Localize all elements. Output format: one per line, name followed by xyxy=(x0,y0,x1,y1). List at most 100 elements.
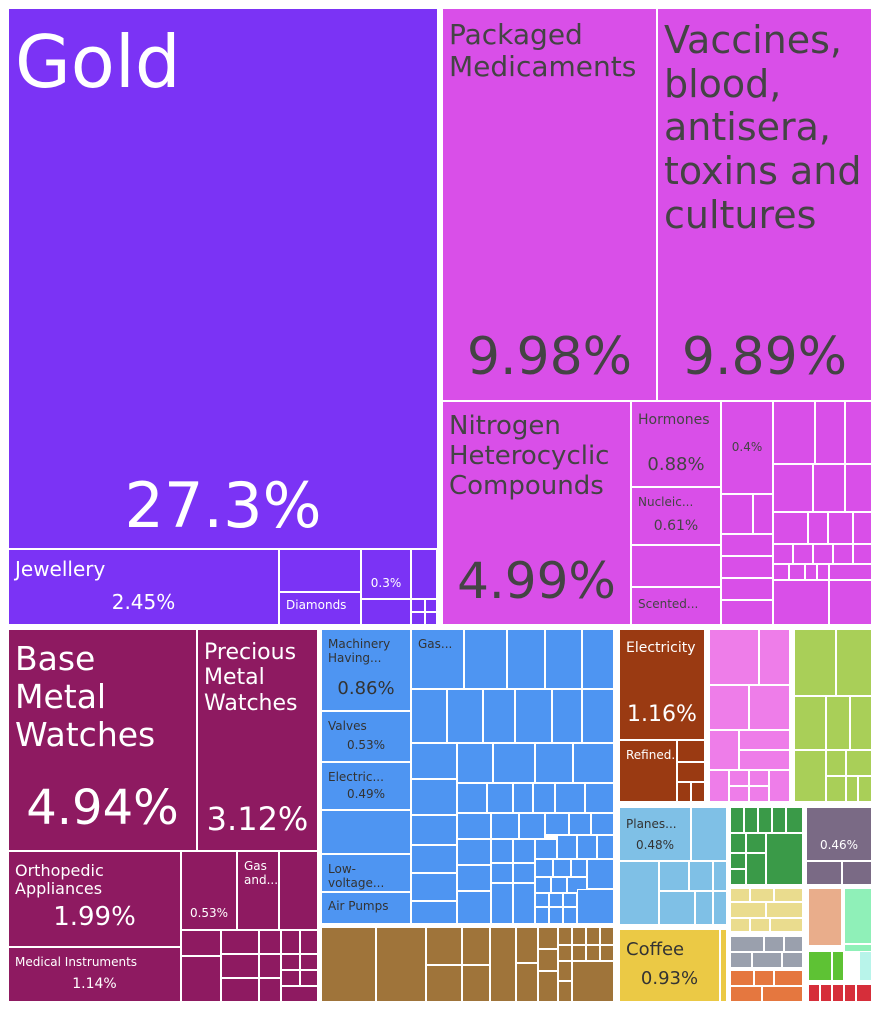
treemap-tile xyxy=(773,512,808,544)
treemap-tile xyxy=(181,956,221,1002)
treemap-tile xyxy=(774,970,803,986)
treemap-tile xyxy=(535,839,557,859)
treemap-tile xyxy=(447,689,483,743)
treemap-tile xyxy=(551,877,567,893)
treemap-tile xyxy=(789,564,805,580)
treemap-tile xyxy=(259,978,281,1002)
treemap-tile: Nitrogen Heterocyclic Compounds 4.99% xyxy=(442,401,631,625)
treemap-tile xyxy=(709,629,759,685)
treemap-tile xyxy=(729,786,749,802)
tile-share: 0.46% xyxy=(819,838,859,852)
treemap-tile xyxy=(858,776,872,802)
treemap-tile xyxy=(462,927,490,965)
treemap-tile xyxy=(491,813,519,839)
treemap-tile: Hormones 0.88% xyxy=(631,401,721,487)
treemap-tile xyxy=(836,629,872,696)
treemap-tile xyxy=(571,859,587,877)
treemap-tile xyxy=(558,927,572,945)
treemap-tile xyxy=(457,813,491,839)
treemap-tile xyxy=(759,629,790,685)
tile-share: 0.86% xyxy=(337,678,395,699)
treemap-tile xyxy=(425,612,437,625)
tile-label: Gold xyxy=(15,20,181,104)
treemap-tile xyxy=(549,893,563,907)
treemap-tile xyxy=(577,835,597,859)
tile-label: Machinery Having... xyxy=(328,637,391,665)
treemap-tile: Medical Instruments 1.14% xyxy=(8,947,181,1002)
treemap-tile xyxy=(411,901,457,924)
treemap-tile xyxy=(659,861,689,891)
treemap-tile xyxy=(321,810,411,854)
treemap-tile xyxy=(677,782,691,802)
treemap-tile xyxy=(730,936,764,952)
treemap-tile xyxy=(659,891,695,925)
treemap-tile xyxy=(535,893,549,907)
treemap-tile xyxy=(586,927,600,945)
treemap-tile: Base Metal Watches 4.94% xyxy=(8,629,197,851)
treemap-tile: Planes... 0.48% xyxy=(619,807,691,861)
treemap-tile xyxy=(764,936,784,952)
treemap-tile xyxy=(833,544,853,564)
treemap-tile xyxy=(491,863,513,883)
treemap-tile xyxy=(221,930,259,954)
tile-label: Electric... xyxy=(328,770,384,784)
treemap-tile xyxy=(221,978,259,1002)
treemap-tile xyxy=(535,907,549,924)
treemap-tile xyxy=(713,861,727,891)
treemap-tile xyxy=(730,869,746,885)
tile-share: 0.3% xyxy=(370,576,402,590)
tile-label: Vaccines, blood, antisera, toxins and cu… xyxy=(664,18,862,237)
treemap-tile xyxy=(853,512,872,544)
tile-label: Gas... xyxy=(418,637,453,651)
treemap-tile xyxy=(746,833,766,853)
tile-share: 9.98% xyxy=(466,327,633,387)
treemap-tile xyxy=(573,743,614,783)
treemap-tile xyxy=(507,629,545,689)
treemap-tile xyxy=(300,970,318,986)
treemap-tile xyxy=(721,556,773,578)
treemap-tile xyxy=(582,629,614,689)
treemap-tile xyxy=(411,612,425,625)
treemap-tile xyxy=(859,951,872,981)
treemap-tile xyxy=(766,833,803,885)
tile-label: Gas and... xyxy=(244,859,279,887)
treemap-tile xyxy=(279,549,361,592)
treemap-tile xyxy=(600,945,614,961)
tile-label: Hormones xyxy=(638,412,710,428)
treemap-tile xyxy=(586,945,600,961)
tile-label: Electricity xyxy=(626,640,696,656)
treemap-tile xyxy=(631,545,721,587)
treemap-tile xyxy=(691,807,727,861)
treemap-tile xyxy=(491,883,513,924)
treemap-tile xyxy=(555,783,585,813)
treemap-tile xyxy=(361,599,411,625)
treemap-tile xyxy=(721,578,773,600)
tile-share: 0.53% xyxy=(189,906,229,920)
treemap-tile xyxy=(535,859,553,877)
tile-label: Air Pumps xyxy=(328,899,389,913)
treemap-tile xyxy=(572,945,586,961)
treemap-tile xyxy=(845,401,872,464)
treemap-tile xyxy=(411,873,457,901)
treemap-tile xyxy=(572,961,614,1002)
treemap-tile xyxy=(585,783,614,813)
treemap-tile xyxy=(464,629,507,689)
treemap-tile: Jewellery 2.45% xyxy=(8,549,279,625)
treemap-tile xyxy=(758,807,772,833)
treemap-tile xyxy=(619,861,659,925)
tile-label: Refined... xyxy=(626,748,676,762)
treemap-tile xyxy=(856,984,872,1002)
treemap-tile xyxy=(281,970,300,986)
treemap-tile xyxy=(545,813,569,835)
treemap-tile xyxy=(597,835,614,859)
treemap-tile xyxy=(279,851,318,930)
treemap-tile xyxy=(786,807,803,833)
treemap-tile xyxy=(221,954,259,978)
treemap-tile xyxy=(709,770,729,802)
treemap-tile xyxy=(552,689,582,743)
treemap-tile xyxy=(829,580,872,625)
treemap-tile xyxy=(462,965,490,1002)
treemap-tile xyxy=(516,963,538,1002)
treemap-tile xyxy=(535,877,551,893)
treemap-tile xyxy=(426,965,462,1002)
